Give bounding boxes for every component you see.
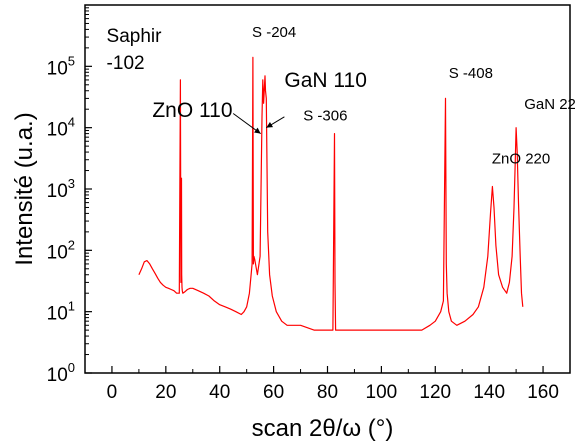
peak-label: ZnO 110 [152,99,232,122]
plot-area [138,56,524,331]
arrow-head [266,122,274,128]
peak-label: S -306 [303,108,347,125]
x-tick-label: 160 [527,382,559,403]
axis-labels: 0 20 40 60 80 100 120 140 160 100 101 102 103 104 105 s… [11,53,559,442]
peak-label: GaN 220 [524,96,575,113]
x-tick-label: 100 [366,382,398,403]
y-tick-label: 105 [47,53,75,79]
y-tick-label: 103 [47,176,75,202]
peak-label: S -204 [252,24,296,41]
peak-label: -102 [107,53,145,74]
series-line-0 [138,56,524,331]
peak-label: Saphir [107,26,163,47]
x-axis-label: scan 2θ/ω (°) [252,415,394,442]
y-tick-label: 101 [47,299,75,325]
x-tick-label: 60 [263,382,284,403]
x-tick-label: 80 [317,382,338,403]
peak-label: GaN 110 [284,69,367,92]
arrow-head [254,127,261,134]
axes [84,4,571,374]
x-tick-label: 20 [155,382,176,403]
x-tick-label: 120 [419,382,451,403]
plot-frame [84,4,571,374]
x-tick-label: 40 [209,382,230,403]
x-tick-label: 0 [107,382,118,403]
y-axis-label: Intensité (u.a.) [11,112,38,265]
x-tick-label: 140 [473,382,505,403]
peak-label: S -408 [449,65,493,82]
y-tick-label: 102 [47,237,75,263]
y-tick-label: 104 [47,115,75,141]
peak-label: ZnO 220 [492,151,550,168]
peak-annotations: Saphir -102 S -204 GaN 110 ZnO 110 S -306 S -4… [107,24,575,167]
y-tick-label: 100 [47,360,75,386]
